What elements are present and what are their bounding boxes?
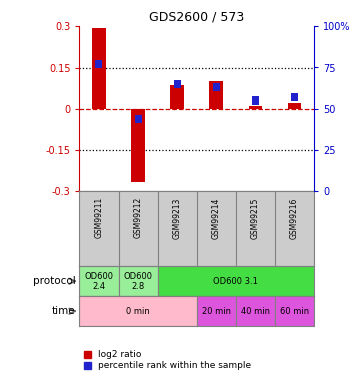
- Bar: [174, 80, 181, 88]
- Text: 0 min: 0 min: [126, 307, 150, 316]
- Text: 40 min: 40 min: [241, 307, 270, 316]
- Legend: log2 ratio, percentile rank within the sample: log2 ratio, percentile rank within the s…: [84, 350, 252, 370]
- Bar: [252, 96, 259, 105]
- Bar: [79, 266, 118, 296]
- Bar: [95, 60, 103, 68]
- Bar: [118, 266, 158, 296]
- Bar: [170, 86, 184, 109]
- Bar: [135, 114, 142, 123]
- Text: GSM99215: GSM99215: [251, 197, 260, 238]
- Text: OD600 3.1: OD600 3.1: [213, 277, 258, 286]
- Bar: [131, 109, 145, 182]
- Bar: [236, 296, 275, 326]
- Text: GSM99213: GSM99213: [173, 197, 182, 238]
- Text: GSM99212: GSM99212: [134, 197, 143, 238]
- Bar: [275, 296, 314, 326]
- Bar: [291, 93, 298, 101]
- Text: time: time: [52, 306, 76, 316]
- Title: GDS2600 / 573: GDS2600 / 573: [149, 11, 244, 24]
- Bar: [197, 296, 236, 326]
- Text: OD600
2.8: OD600 2.8: [123, 272, 153, 291]
- Bar: [288, 103, 301, 109]
- Text: GSM99214: GSM99214: [212, 197, 221, 238]
- Bar: [79, 296, 197, 326]
- Text: 60 min: 60 min: [280, 307, 309, 316]
- Text: protocol: protocol: [33, 276, 76, 286]
- Bar: [213, 83, 220, 92]
- Bar: [158, 266, 314, 296]
- Text: OD600
2.4: OD600 2.4: [84, 272, 113, 291]
- Text: 20 min: 20 min: [202, 307, 231, 316]
- Text: GSM99211: GSM99211: [95, 197, 104, 238]
- Text: GSM99216: GSM99216: [290, 197, 299, 238]
- Bar: [92, 28, 106, 109]
- Bar: [249, 106, 262, 109]
- Bar: [209, 81, 223, 109]
